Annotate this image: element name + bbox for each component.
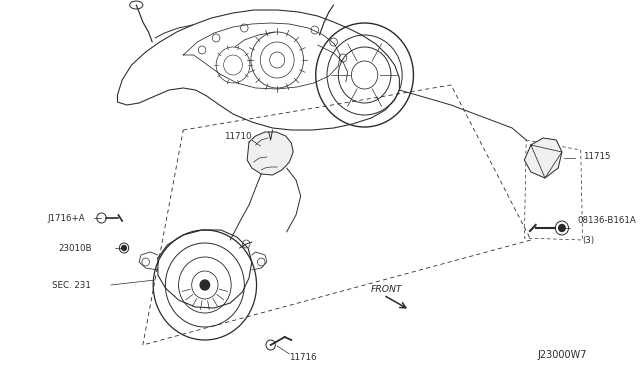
Circle shape	[200, 280, 209, 290]
Circle shape	[559, 224, 565, 231]
Text: 11716: 11716	[289, 353, 317, 362]
Text: J1716+A: J1716+A	[47, 214, 84, 222]
Polygon shape	[524, 138, 562, 178]
Text: 08136-B161A: 08136-B161A	[577, 216, 636, 225]
Text: J23000W7: J23000W7	[538, 350, 588, 360]
Text: 11715: 11715	[582, 151, 610, 160]
Text: SEC. 231: SEC. 231	[52, 280, 90, 289]
Text: 11710: 11710	[223, 131, 251, 141]
Text: 23010B: 23010B	[58, 244, 92, 253]
Circle shape	[122, 246, 126, 250]
Text: FRONT: FRONT	[371, 285, 403, 295]
Text: (3): (3)	[582, 236, 595, 245]
Polygon shape	[247, 132, 293, 175]
